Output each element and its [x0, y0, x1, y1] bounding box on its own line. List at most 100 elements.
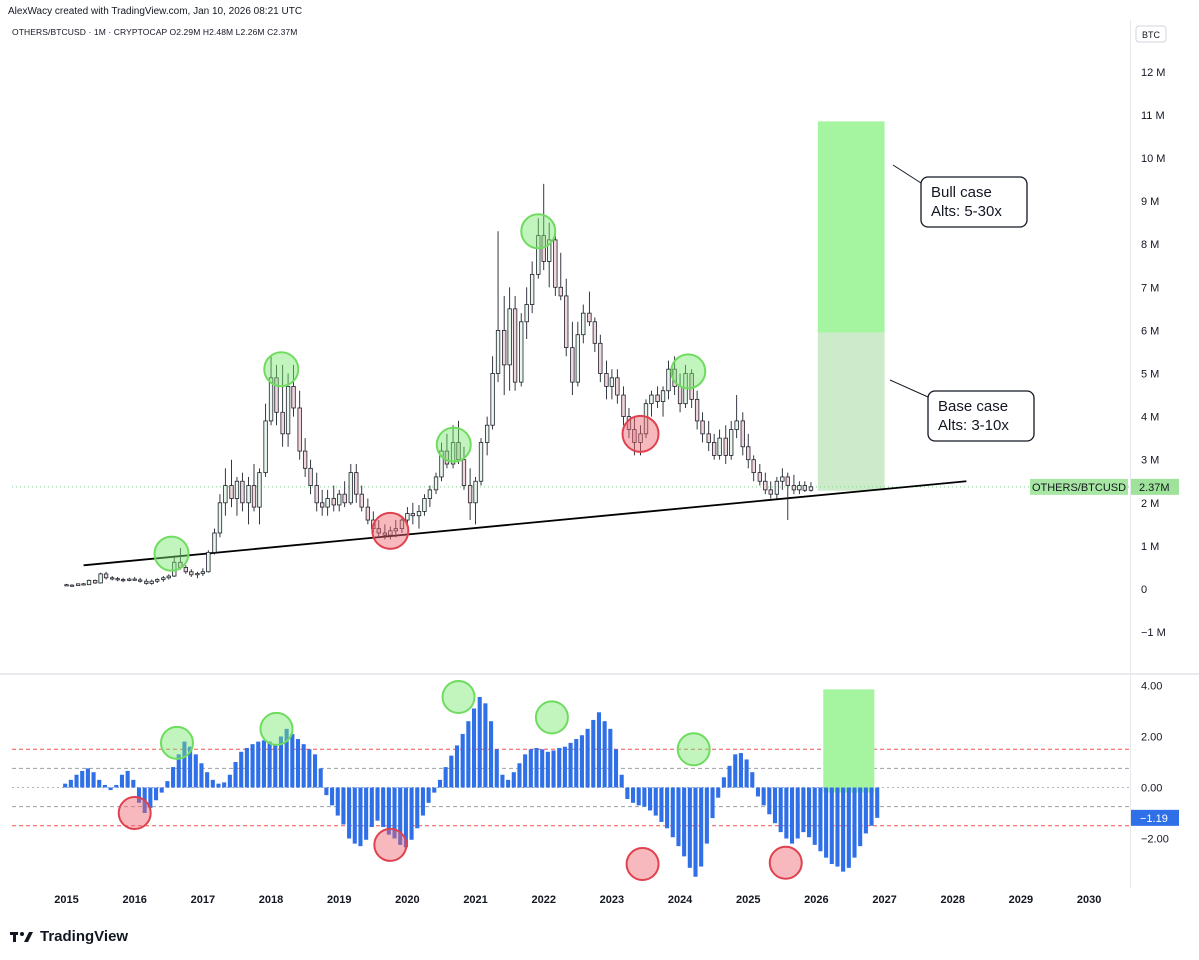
- oscillator-bar: [494, 749, 499, 788]
- candle-body: [393, 528, 398, 532]
- candle-body: [195, 573, 200, 576]
- oscillator-bar: [869, 787, 874, 826]
- base-case-callout-title: Base case: [938, 398, 1008, 415]
- oscillator-last-value-tag: [1131, 809, 1179, 826]
- oscillator-bar: [704, 787, 709, 844]
- candle-body: [64, 584, 69, 587]
- oscillator-bar: [290, 733, 295, 788]
- candle-body: [337, 493, 342, 506]
- candle-body: [706, 433, 711, 443]
- candle-body: [547, 239, 552, 262]
- candle-body: [223, 485, 228, 504]
- candle-body: [325, 498, 330, 508]
- time-axis-label: 2022: [531, 894, 555, 906]
- candle-body: [558, 286, 563, 297]
- oscillator-bar: [602, 721, 607, 788]
- candle-body: [587, 312, 592, 323]
- cycle-bottom-marker: [371, 511, 410, 550]
- oscillator-bar: [443, 767, 448, 788]
- oscillator-bar: [676, 787, 681, 847]
- oscillator-bar: [636, 787, 641, 806]
- oscillator-bar: [114, 784, 119, 788]
- bull-case-callout-subtitle: Alts: 5-30x: [931, 203, 1002, 220]
- oscillator-bar: [744, 759, 749, 788]
- oscillator-bar: [171, 767, 176, 788]
- oscillator-bar: [489, 721, 494, 788]
- oscillator-top-marker: [676, 732, 711, 767]
- oscillator-bar: [398, 787, 403, 845]
- candle-body: [115, 578, 120, 581]
- oscillator-bar: [619, 774, 624, 788]
- oscillator-bar: [824, 787, 829, 858]
- base-case-callout: [927, 390, 1035, 442]
- oscillator-bar: [358, 787, 363, 847]
- candle-body: [200, 571, 206, 574]
- oscillator-bar: [659, 787, 664, 822]
- symbol-tag: [1030, 478, 1128, 495]
- candle-body: [86, 579, 92, 586]
- oscillator-bottom-marker: [625, 847, 660, 881]
- candle-body: [507, 308, 512, 366]
- oscillator-bar: [585, 728, 590, 788]
- oscillator-bar: [108, 787, 113, 791]
- oscillator-tick-label: 4.00: [1141, 681, 1162, 693]
- time-axis-label: 2029: [1009, 894, 1033, 906]
- cycle-bottom-marker: [621, 414, 660, 453]
- time-axis-label: 2026: [804, 894, 828, 906]
- candle-body: [524, 304, 529, 323]
- oscillator-bar: [312, 754, 318, 788]
- oscillator-bar: [205, 772, 210, 788]
- oscillator-bar: [608, 728, 613, 788]
- oscillator-bar: [863, 787, 868, 834]
- time-axis-label: 2027: [872, 894, 896, 906]
- oscillator-last-value-label: −1.19: [1140, 813, 1168, 825]
- oscillator-bar: [574, 739, 579, 788]
- price-tick-label: 4 M: [1141, 412, 1159, 424]
- time-axis-label: 2016: [122, 894, 146, 906]
- candle-body: [519, 321, 524, 383]
- oscillator-bar: [750, 772, 755, 788]
- chart-canvas[interactable]: BTC −1 M 0 1 M 2 M 3 M 4 M 5 M 6 M 7 M 8 M 9 M 10 M 1…: [0, 0, 1199, 925]
- candle-body: [553, 239, 558, 288]
- candle-body: [354, 472, 359, 495]
- candle-body: [564, 295, 569, 349]
- candle-body: [461, 459, 467, 486]
- candle-body: [217, 502, 223, 534]
- candle-body: [621, 394, 626, 417]
- candle-body: [365, 506, 371, 521]
- tradingview-logo[interactable]: TradingView: [10, 928, 128, 945]
- candle-body: [473, 480, 478, 504]
- time-axis-label: 2015: [54, 894, 78, 906]
- oscillator-bar: [818, 787, 823, 852]
- oscillator-bar: [789, 787, 795, 844]
- candle-body: [93, 579, 98, 584]
- candle-body: [581, 312, 586, 336]
- candle-body: [399, 519, 405, 530]
- candle-body: [689, 373, 694, 400]
- candle-body: [280, 411, 285, 435]
- symbol-ohlc-legend[interactable]: OTHERS/BTCUSD · 1M · CRYPTOCAP O2.29M H2…: [12, 27, 298, 37]
- oscillator-bar: [460, 733, 465, 788]
- oscillator-bar: [432, 787, 437, 793]
- candle-body: [746, 446, 751, 461]
- candle-body: [768, 489, 773, 495]
- base-case-zone: [817, 332, 885, 491]
- oscillator-bar: [437, 779, 443, 788]
- oscillator-projection-zone: [823, 689, 875, 793]
- oscillator-bar: [540, 749, 545, 788]
- price-tick-label: 9 M: [1141, 196, 1159, 208]
- oscillator-bar: [222, 782, 227, 788]
- cycle-top-marker: [520, 213, 557, 250]
- oscillator-bar: [97, 779, 102, 788]
- oscillator-bar: [784, 787, 789, 839]
- oscillator-bar: [131, 779, 136, 788]
- oscillator-bar: [755, 787, 761, 797]
- unit-badge: [1135, 25, 1167, 43]
- candle-body: [274, 377, 279, 413]
- candle-body: [740, 420, 745, 448]
- candle-body: [291, 386, 296, 409]
- candle-body: [723, 437, 728, 456]
- candle-body: [155, 579, 160, 582]
- candle-body: [183, 567, 188, 573]
- oscillator-bar: [642, 787, 647, 807]
